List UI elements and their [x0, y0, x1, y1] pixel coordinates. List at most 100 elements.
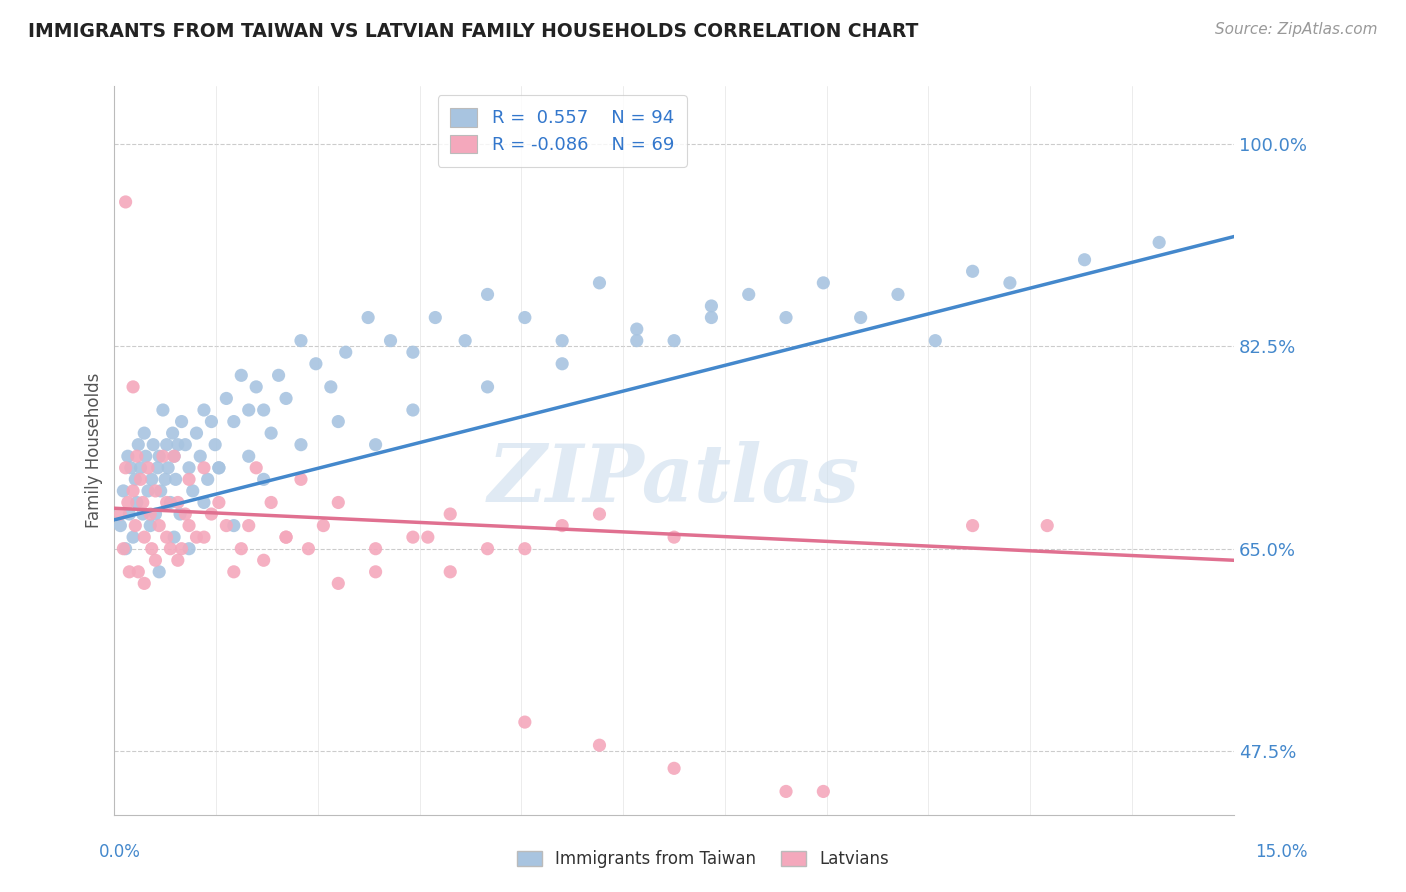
Point	[274, 392, 297, 406]
Point	[127, 438, 149, 452]
Point	[454, 334, 477, 348]
Point	[775, 310, 797, 325]
Point	[328, 576, 350, 591]
Point	[364, 438, 387, 452]
Point	[177, 518, 200, 533]
Text: Source: ZipAtlas.com: Source: ZipAtlas.com	[1215, 22, 1378, 37]
Point	[662, 761, 685, 775]
Point	[204, 438, 226, 452]
Point	[439, 507, 461, 521]
Point	[290, 334, 312, 348]
Point	[238, 518, 260, 533]
Point	[148, 518, 170, 533]
Point	[245, 380, 267, 394]
Point	[551, 357, 574, 371]
Point	[439, 565, 461, 579]
Point	[169, 507, 191, 521]
Point	[163, 449, 186, 463]
Point	[238, 449, 260, 463]
Point	[738, 287, 761, 301]
Point	[319, 380, 342, 394]
Point	[146, 460, 169, 475]
Point	[114, 194, 136, 209]
Point	[402, 403, 425, 417]
Point	[170, 541, 193, 556]
Point	[157, 460, 180, 475]
Point	[297, 541, 319, 556]
Point	[122, 483, 145, 498]
Point	[156, 438, 179, 452]
Point	[174, 507, 197, 521]
Point	[700, 299, 723, 313]
Point	[170, 415, 193, 429]
Point	[188, 449, 211, 463]
Point	[245, 460, 267, 475]
Point	[477, 287, 499, 301]
Point	[1073, 252, 1095, 267]
Point	[1036, 518, 1059, 533]
Text: IMMIGRANTS FROM TAIWAN VS LATVIAN FAMILY HOUSEHOLDS CORRELATION CHART: IMMIGRANTS FROM TAIWAN VS LATVIAN FAMILY…	[28, 22, 918, 41]
Point	[335, 345, 357, 359]
Point	[260, 495, 283, 509]
Point	[186, 530, 208, 544]
Point	[118, 565, 141, 579]
Point	[662, 334, 685, 348]
Point	[118, 507, 141, 521]
Point	[588, 738, 610, 752]
Point	[231, 541, 253, 556]
Point	[588, 507, 610, 521]
Point	[231, 368, 253, 383]
Point	[267, 368, 290, 383]
Point	[166, 438, 188, 452]
Point	[260, 426, 283, 441]
Point	[148, 565, 170, 579]
Point	[962, 264, 984, 278]
Point	[402, 530, 425, 544]
Point	[134, 576, 156, 591]
Point	[134, 530, 156, 544]
Point	[186, 426, 208, 441]
Point	[662, 530, 685, 544]
Point	[477, 541, 499, 556]
Point	[513, 715, 536, 730]
Point	[775, 784, 797, 798]
Point	[163, 449, 186, 463]
Point	[222, 565, 245, 579]
Point	[132, 495, 155, 509]
Point	[120, 460, 142, 475]
Point	[177, 472, 200, 486]
Point	[166, 495, 188, 509]
Point	[402, 345, 425, 359]
Point	[380, 334, 402, 348]
Point	[159, 495, 181, 509]
Point	[626, 322, 648, 336]
Point	[142, 438, 165, 452]
Point	[136, 460, 159, 475]
Point	[200, 507, 222, 521]
Text: 15.0%: 15.0%	[1256, 843, 1308, 861]
Point	[222, 518, 245, 533]
Point	[166, 553, 188, 567]
Point	[328, 415, 350, 429]
Point	[125, 449, 148, 463]
Point	[998, 276, 1021, 290]
Point	[962, 518, 984, 533]
Point	[193, 460, 215, 475]
Point	[152, 449, 174, 463]
Point	[513, 541, 536, 556]
Point	[253, 403, 276, 417]
Point	[139, 507, 162, 521]
Point	[134, 426, 156, 441]
Point	[127, 565, 149, 579]
Point	[588, 276, 610, 290]
Point	[141, 541, 163, 556]
Text: ZIPatlas: ZIPatlas	[488, 441, 860, 518]
Y-axis label: Family Households: Family Households	[86, 373, 103, 528]
Point	[416, 530, 439, 544]
Point	[136, 483, 159, 498]
Point	[274, 530, 297, 544]
Point	[253, 472, 276, 486]
Point	[274, 530, 297, 544]
Point	[208, 495, 231, 509]
Point	[177, 460, 200, 475]
